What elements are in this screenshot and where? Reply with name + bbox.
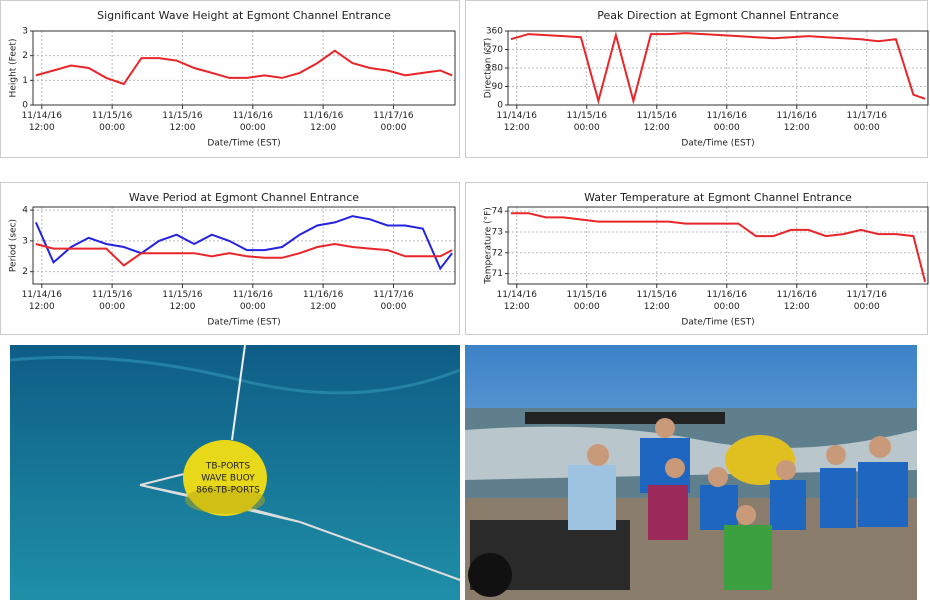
panel-border <box>1 183 460 335</box>
chart-title: Wave Period at Egmont Channel Entrance <box>129 191 359 204</box>
team-photo <box>465 345 917 600</box>
y-tick-label: 270 <box>486 45 503 55</box>
chart-title: Significant Wave Height at Egmont Channe… <box>97 9 391 22</box>
y-tick-label: 90 <box>492 82 504 92</box>
buoy-text: WAVE BUOY <box>201 474 255 484</box>
panel-border <box>466 1 928 158</box>
y-tick-label: 74 <box>492 207 504 217</box>
page: TB-PORTS WAVE BUOY 866-TB-PORTS Signific… <box>0 0 930 600</box>
y-tick-label: 360 <box>486 27 503 37</box>
panel-border <box>466 183 928 335</box>
chart: Water Temperature at Egmont Channel Entr… <box>466 183 929 335</box>
chart: Wave Period at Egmont Channel Entrance Da… <box>1 183 460 335</box>
y-axis-label: Period (sec) <box>9 219 19 272</box>
y-tick-label: 0 <box>22 101 28 111</box>
y-tick-label: 71 <box>492 269 503 279</box>
y-tick-label: 3 <box>22 236 28 246</box>
chart-title: Peak Direction at Egmont Channel Entranc… <box>597 9 839 22</box>
dashboard: TB-PORTS WAVE BUOY 866-TB-PORTS Signific… <box>0 0 930 600</box>
panel-border <box>1 1 460 158</box>
y-tick-label: 2 <box>22 51 28 61</box>
chart: Peak Direction at Egmont Channel Entranc… <box>466 1 929 158</box>
x-axis-label: Date/Time (EST) <box>681 139 754 149</box>
y-tick-label: 180 <box>486 64 503 74</box>
y-tick-label: 1 <box>22 76 28 86</box>
y-axis-label: Height (Feet) <box>9 39 19 98</box>
chart-title: Water Temperature at Egmont Channel Entr… <box>584 191 852 204</box>
y-tick-label: 72 <box>492 248 503 258</box>
x-axis-label: Date/Time (EST) <box>681 318 754 328</box>
y-tick-label: 2 <box>22 267 28 277</box>
y-tick-label: 3 <box>22 27 28 37</box>
y-tick-label: 0 <box>497 101 503 111</box>
chart: Significant Wave Height at Egmont Channe… <box>1 1 460 158</box>
buoy-text: TB-PORTS <box>205 462 251 472</box>
x-axis-label: Date/Time (EST) <box>207 318 280 328</box>
y-tick-label: 73 <box>492 227 503 237</box>
x-axis-label: Date/Time (EST) <box>207 139 280 149</box>
y-tick-label: 4 <box>22 206 28 216</box>
buoy-text: 866-TB-PORTS <box>196 486 260 496</box>
buoy-photo: TB-PORTS WAVE BUOY 866-TB-PORTS <box>10 345 460 600</box>
